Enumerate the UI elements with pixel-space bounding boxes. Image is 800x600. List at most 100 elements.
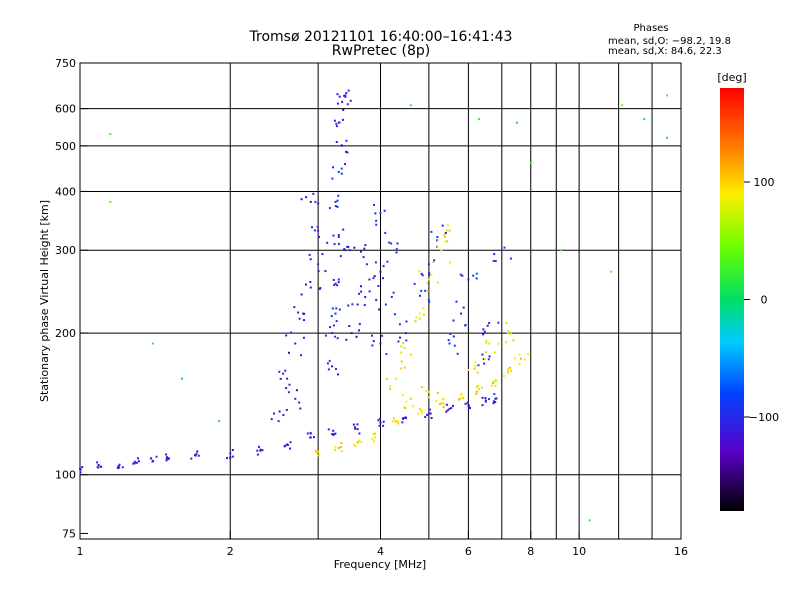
echo-point <box>385 378 388 381</box>
echo-point <box>319 287 322 289</box>
echo-point <box>464 402 467 405</box>
echo-point <box>363 304 366 307</box>
echo-point <box>467 404 470 407</box>
echo-point <box>392 291 395 294</box>
colorbar-ticks: 100 0 −100 <box>744 176 779 424</box>
echo-point <box>422 307 425 310</box>
echo-point <box>328 359 331 362</box>
echo-point <box>79 471 82 474</box>
echo-point <box>358 292 361 295</box>
echo-point <box>117 465 120 468</box>
echo-point <box>436 245 439 248</box>
echo-point <box>444 232 447 234</box>
echo-point <box>337 236 340 238</box>
echo-point <box>446 240 449 243</box>
echo-point <box>377 285 380 287</box>
echo-point <box>440 249 443 252</box>
echo-point <box>231 449 234 451</box>
echo-point <box>509 369 512 372</box>
echo-point <box>372 340 375 343</box>
echo-point <box>226 457 228 460</box>
x-tick-label: 6 <box>465 545 472 558</box>
echo-point <box>365 263 368 266</box>
echo-point <box>482 328 485 331</box>
echo-point <box>436 392 439 395</box>
echo-point <box>332 324 335 327</box>
colorbar-tick-label: 0 <box>761 294 768 307</box>
echo-point <box>286 444 289 446</box>
echo-point <box>343 94 346 97</box>
echo-point <box>336 93 339 96</box>
echo-point <box>335 367 337 370</box>
echo-point <box>317 229 320 232</box>
echo-point <box>420 289 423 292</box>
echo-point <box>332 434 335 437</box>
x-tick-label: 10 <box>572 545 586 558</box>
echo-point <box>476 371 479 374</box>
echo-point <box>151 342 154 345</box>
echo-point <box>512 339 515 342</box>
echo-point <box>400 360 403 363</box>
echo-point <box>277 420 280 423</box>
echo-point <box>299 407 302 410</box>
echo-point <box>393 417 395 420</box>
echo-point <box>494 384 497 387</box>
echo-point <box>344 249 347 252</box>
echo-point <box>360 285 362 288</box>
echo-point <box>282 414 285 417</box>
echo-point <box>358 322 361 325</box>
echo-point <box>397 340 400 343</box>
echo-point <box>309 286 312 289</box>
echo-point <box>503 375 506 377</box>
echo-point <box>347 246 350 249</box>
echo-point <box>477 384 480 387</box>
echo-point <box>472 274 475 277</box>
echo-point <box>475 272 478 275</box>
echo-point <box>377 419 380 422</box>
echo-point <box>137 460 140 463</box>
echo-point <box>372 440 375 443</box>
echo-point <box>333 283 336 286</box>
echo-point <box>505 322 508 325</box>
echo-point <box>446 229 449 232</box>
echo-point <box>333 433 336 435</box>
echo-point <box>293 306 296 309</box>
echo-point <box>378 424 381 427</box>
echo-point <box>467 278 470 281</box>
axis-ticks: 1 2 4 6 8 10 16 75 100 200 300 400 500 600 750 <box>55 57 688 558</box>
echo-point <box>327 428 330 431</box>
x-tick-label: 1 <box>77 545 84 558</box>
echo-point <box>446 409 449 412</box>
echo-point <box>379 270 382 273</box>
echo-point <box>96 461 99 464</box>
echo-point <box>356 423 359 426</box>
echo-point <box>393 313 396 316</box>
echo-point <box>400 345 403 348</box>
echo-point <box>421 386 424 388</box>
echo-point <box>476 390 478 393</box>
echo-point <box>344 94 347 97</box>
echo-point <box>121 466 124 469</box>
echo-point <box>429 412 432 415</box>
echo-point <box>81 466 84 469</box>
echo-point <box>340 144 343 147</box>
echo-point <box>229 456 232 459</box>
echo-point <box>403 346 406 349</box>
echo-point <box>459 397 462 400</box>
echo-point <box>340 442 343 445</box>
echo-point <box>382 424 385 427</box>
echo-point <box>371 334 373 337</box>
y-tick-label: 500 <box>55 140 76 153</box>
echo-point <box>278 370 281 373</box>
echo-point <box>346 103 349 106</box>
colorbar-tick-label: −100 <box>749 411 779 424</box>
echo-point <box>475 277 478 280</box>
echo-point <box>485 351 488 354</box>
echo-point <box>405 332 407 335</box>
echo-point <box>109 132 112 135</box>
echo-point <box>427 278 430 281</box>
echo-point <box>610 270 613 273</box>
echo-point <box>302 336 305 339</box>
echo-point <box>328 207 331 210</box>
echo-point <box>424 416 427 418</box>
